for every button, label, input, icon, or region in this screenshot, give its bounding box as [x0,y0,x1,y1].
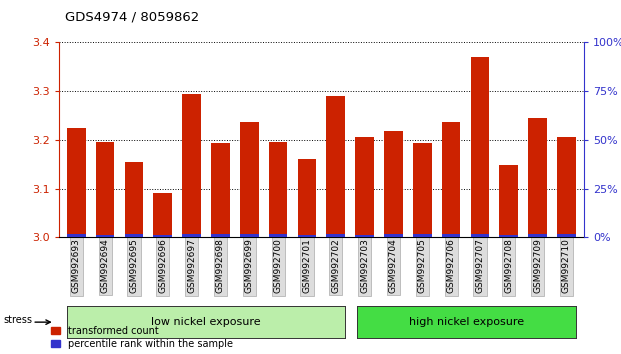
Bar [96,142,114,237]
Bar [528,234,547,237]
Bar [269,234,288,237]
Bar [297,159,316,237]
Bar [355,235,374,237]
Text: low nickel exposure: low nickel exposure [152,317,261,327]
Bar [442,234,461,237]
Bar [269,142,288,237]
Bar [67,234,86,237]
Bar [240,122,259,237]
Bar [327,96,345,237]
Bar [471,57,489,237]
Bar [471,234,489,237]
Bar [384,234,403,237]
Bar [442,122,461,237]
Bar [499,235,518,237]
Bar [211,143,230,237]
Bar [125,234,143,237]
Bar [557,234,576,237]
Bar [211,234,230,237]
Legend: transformed count, percentile rank within the sample: transformed count, percentile rank withi… [52,326,233,349]
Bar [297,235,316,237]
Bar [327,234,345,237]
Bar [96,235,114,237]
Bar [413,234,432,237]
Bar [153,235,172,237]
Bar [355,137,374,237]
Text: GDS4974 / 8059862: GDS4974 / 8059862 [65,11,199,24]
Bar [182,234,201,237]
Bar [153,193,172,237]
Bar [557,137,576,237]
Bar [182,93,201,237]
Bar [240,234,259,237]
Bar [67,128,86,237]
Bar [384,131,403,237]
Text: high nickel exposure: high nickel exposure [409,317,524,327]
Bar [125,162,143,237]
Text: stress: stress [3,315,32,325]
Bar [499,165,518,237]
Bar [528,118,547,237]
Bar [413,143,432,237]
